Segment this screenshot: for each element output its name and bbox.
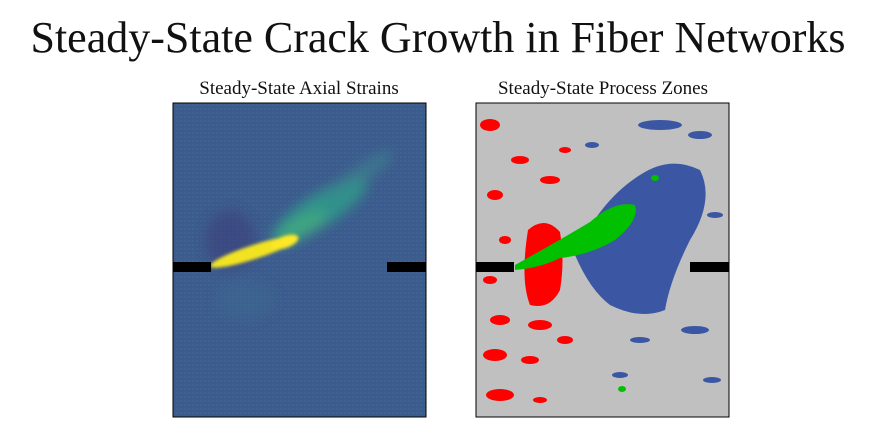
notch: [387, 262, 426, 272]
strain-map: [173, 103, 426, 417]
panel-title: Steady-State Axial Strains: [199, 78, 398, 99]
process-zone-map: [476, 103, 729, 417]
main-title: Steady-State Crack Growth in Fiber Netwo…: [30, 13, 845, 62]
panel-border: [172, 102, 427, 418]
notch: [690, 262, 729, 272]
notch: [476, 262, 514, 272]
notch: [173, 262, 211, 272]
panel-border: [475, 102, 730, 418]
panel-title: Steady-State Process Zones: [498, 78, 708, 99]
